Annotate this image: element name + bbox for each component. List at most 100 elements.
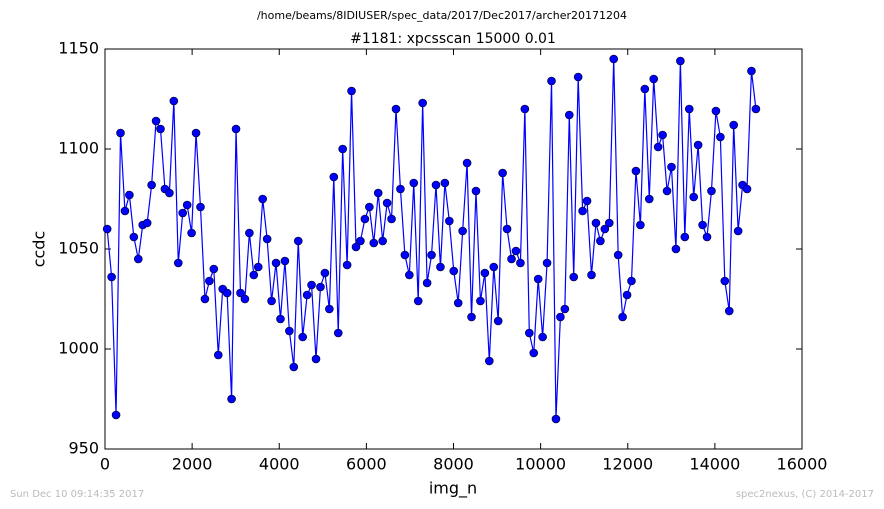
data-point (636, 220, 645, 230)
data-point (147, 180, 156, 190)
data-point (196, 202, 205, 212)
data-point (440, 178, 450, 188)
data-point (471, 186, 481, 196)
data-point (502, 224, 512, 234)
y-axis-label: ccdc (30, 231, 49, 268)
data-point (644, 194, 654, 204)
data-point (222, 288, 232, 298)
data-point (716, 132, 725, 142)
data-point (498, 168, 507, 178)
data-point (551, 414, 561, 424)
data-point (591, 218, 601, 228)
data-point (311, 354, 321, 364)
data-point (365, 202, 374, 212)
data-point (320, 268, 330, 278)
data-point (613, 250, 623, 260)
data-point (142, 218, 152, 228)
data-point (622, 290, 632, 300)
x-tick-label: 4000 (259, 455, 300, 474)
suptitle: /home/beams/8IDIUSER/spec_data/2017/Dec2… (257, 9, 627, 22)
data-point (462, 158, 472, 168)
y-tick-label: 1050 (58, 239, 99, 258)
data-point (378, 236, 387, 246)
data-point (236, 288, 245, 298)
data-point (480, 268, 490, 278)
data-point (436, 262, 445, 272)
y-tick-label: 1150 (58, 39, 99, 58)
data-point (258, 194, 267, 204)
data-point (453, 298, 463, 308)
data-point (569, 272, 579, 282)
data-point (596, 236, 605, 246)
x-tick-label: 10000 (515, 455, 566, 474)
data-point (289, 362, 299, 372)
data-point (449, 266, 459, 276)
data-point (329, 172, 339, 182)
data-point (396, 184, 405, 194)
data-point (573, 72, 583, 82)
data-point (707, 186, 716, 196)
data-point (720, 276, 730, 286)
data-point (262, 234, 272, 244)
data-point (333, 328, 343, 338)
x-tick-label: 6000 (346, 455, 387, 474)
x-tick-label: 2000 (172, 455, 213, 474)
data-point (285, 326, 294, 336)
y-tick-label: 950 (68, 439, 99, 458)
data-point (307, 280, 316, 290)
data-point (156, 124, 165, 134)
x-tick-label: 0 (100, 455, 110, 474)
data-point (325, 304, 334, 314)
data-point (276, 314, 285, 324)
data-point (107, 272, 116, 282)
data-point (302, 290, 312, 300)
data-point (387, 214, 396, 224)
data-point (102, 224, 112, 234)
x-axis-label: img_n (429, 479, 477, 499)
data-line (106, 58, 757, 420)
x-tick-label: 14000 (689, 455, 740, 474)
data-point (125, 190, 134, 200)
data-point (422, 278, 432, 288)
data-point (200, 294, 210, 304)
data-point (391, 104, 401, 114)
credit: spec2nexus, (C) 2014-2017 (736, 489, 874, 500)
data-point (547, 76, 556, 86)
data-point (604, 218, 614, 228)
plot-frame (104, 48, 803, 450)
data-point (493, 316, 503, 326)
data-point (373, 188, 383, 198)
data-point (280, 256, 290, 266)
data-point (733, 226, 743, 236)
data-point (111, 410, 121, 420)
data-point (489, 262, 499, 272)
data-point (360, 214, 370, 224)
data-point (689, 192, 699, 202)
data-point (560, 304, 570, 314)
data-point (609, 54, 619, 64)
data-point (662, 186, 672, 196)
data-point (413, 296, 423, 306)
data-point (178, 208, 188, 218)
data-point (182, 200, 192, 210)
data-point (316, 282, 325, 292)
data-point (671, 244, 681, 254)
data-point (458, 226, 467, 236)
data-point (298, 332, 307, 342)
data-point (400, 250, 410, 260)
data-point (418, 98, 427, 108)
data-point (618, 312, 627, 322)
data-point (169, 96, 179, 106)
data-point (409, 178, 419, 188)
data-point (271, 258, 281, 268)
data-point (151, 116, 161, 126)
data-point (338, 144, 347, 154)
data-point (582, 196, 592, 206)
data-point (342, 260, 352, 270)
data-point (529, 348, 539, 358)
data-point (649, 74, 659, 84)
data-point (511, 246, 521, 256)
data-point (653, 142, 663, 152)
data-point (684, 104, 694, 114)
